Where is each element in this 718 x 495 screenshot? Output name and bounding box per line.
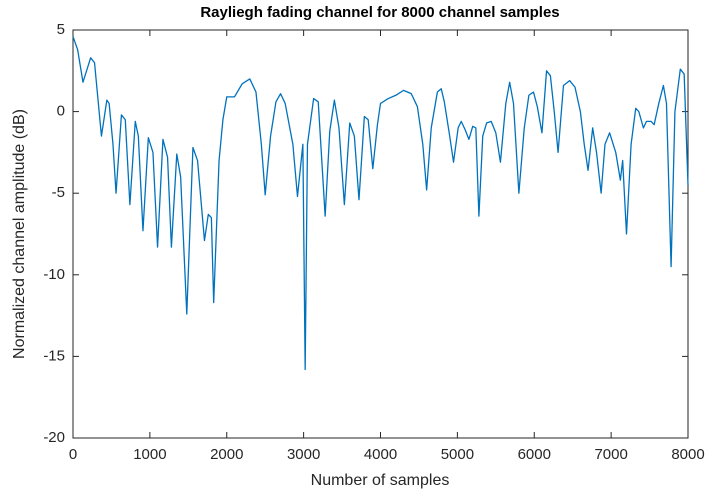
plot-area: [72, 29, 689, 439]
x-axis-label: Number of samples: [311, 472, 450, 489]
x-tick-label: 0: [69, 446, 77, 463]
x-tick-label: 7000: [594, 446, 627, 463]
x-tick-label: 6000: [518, 446, 551, 463]
y-axis-label: Normalized channel amplitude (dB): [11, 109, 28, 359]
y-tick-label: -15: [43, 347, 65, 364]
x-tick-label: 3000: [287, 446, 320, 463]
x-tick-label: 2000: [210, 446, 243, 463]
x-tick-label: 4000: [364, 446, 397, 463]
y-tick-label: -5: [52, 184, 65, 201]
chart-title: Rayliegh fading channel for 8000 channel…: [200, 4, 559, 21]
y-tick-label: -10: [43, 266, 65, 283]
x-tick-label: 1000: [133, 446, 166, 463]
y-tick-label: 0: [57, 103, 65, 120]
y-tick-label: 5: [57, 21, 65, 38]
x-tick-label: 8000: [671, 446, 704, 463]
data-line: [72, 36, 689, 371]
y-tick-label: -20: [43, 429, 65, 446]
x-tick-label: 5000: [441, 446, 474, 463]
